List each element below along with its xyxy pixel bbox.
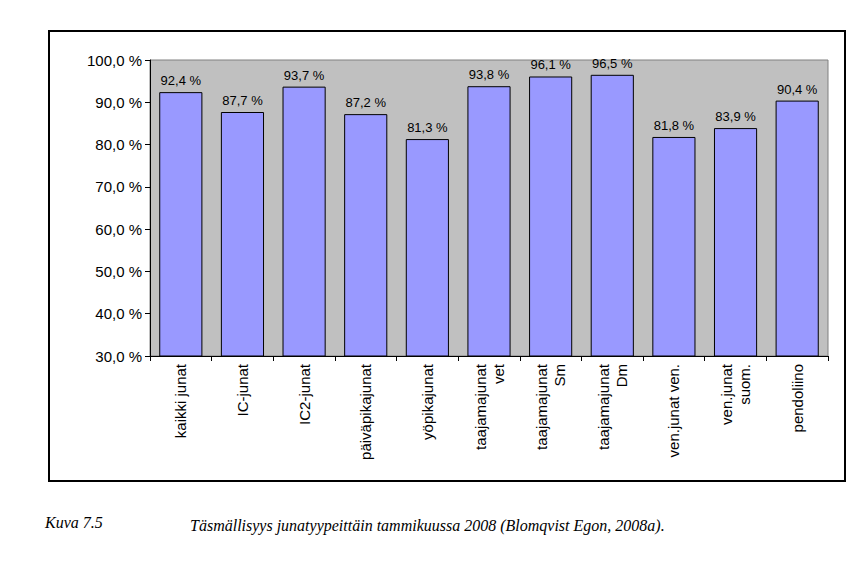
svg-text:50,0 %: 50,0 % <box>95 263 142 280</box>
svg-text:vet: vet <box>490 363 507 384</box>
svg-text:92,4 %: 92,4 % <box>161 73 202 88</box>
svg-text:Sm: Sm <box>551 364 568 387</box>
svg-text:päiväpikajunat: päiväpikajunat <box>357 363 374 460</box>
svg-text:yöpikajunat: yöpikajunat <box>419 363 436 440</box>
svg-text:suom.: suom. <box>736 364 753 405</box>
svg-text:87,2 %: 87,2 % <box>345 95 386 110</box>
svg-text:80,0 %: 80,0 % <box>95 136 142 153</box>
svg-text:taajamajunat: taajamajunat <box>472 363 489 450</box>
svg-text:83,9 %: 83,9 % <box>715 109 756 124</box>
svg-text:ven.junat: ven.junat <box>718 363 735 425</box>
svg-text:100,0 %: 100,0 % <box>87 52 142 69</box>
svg-text:30,0 %: 30,0 % <box>95 348 142 365</box>
svg-text:IC2-junat: IC2-junat <box>296 363 313 425</box>
svg-text:96,5 %: 96,5 % <box>592 56 633 71</box>
svg-text:96,1 %: 96,1 % <box>530 57 571 72</box>
svg-text:taajamajunat: taajamajunat <box>533 363 550 450</box>
svg-text:81,8 %: 81,8 % <box>654 118 695 133</box>
svg-text:90,0 %: 90,0 % <box>95 94 142 111</box>
svg-text:Dm: Dm <box>613 364 630 387</box>
svg-text:93,8 %: 93,8 % <box>469 67 510 82</box>
svg-text:60,0 %: 60,0 % <box>95 221 142 238</box>
svg-text:taajamajunat: taajamajunat <box>595 363 612 450</box>
svg-text:87,7 %: 87,7 % <box>222 93 263 108</box>
svg-text:kaikki junat: kaikki junat <box>172 363 189 438</box>
svg-text:pendoliino: pendoliino <box>789 364 806 432</box>
svg-text:90,4 %: 90,4 % <box>777 82 818 97</box>
html-text:Täsmällisyys junatyypeittäin t: Täsmällisyys junatyypeittäin tammikuussa… <box>190 517 665 534</box>
svg-text:ven.junat ven.: ven.junat ven. <box>665 364 682 457</box>
html-text:Kuva 7.5: Kuva 7.5 <box>45 514 103 531</box>
svg-text:40,0 %: 40,0 % <box>95 305 142 322</box>
svg-text:70,0 %: 70,0 % <box>95 178 142 195</box>
svg-text:93,7 %: 93,7 % <box>284 68 325 83</box>
svg-text:81,3 %: 81,3 % <box>407 120 448 135</box>
svg-text:IC-junat: IC-junat <box>234 363 251 416</box>
